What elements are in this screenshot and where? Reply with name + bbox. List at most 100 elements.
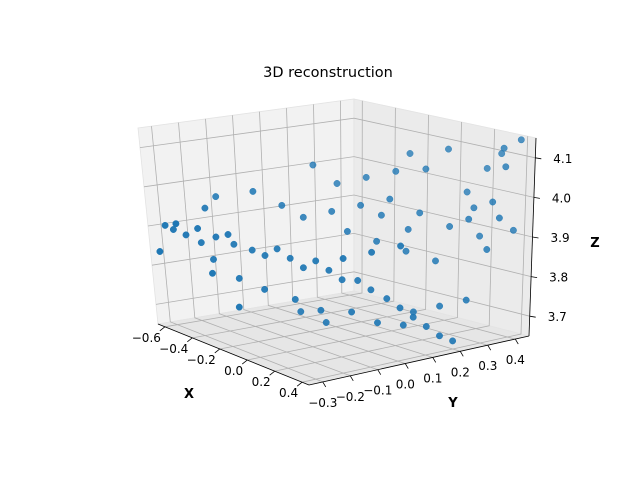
data-point (299, 264, 307, 272)
data-point (498, 150, 506, 158)
grid-line-y (340, 100, 516, 340)
data-point (362, 173, 370, 181)
grid-line-x (302, 136, 529, 383)
tick-labels: −0.6−0.4−0.20.00.20.4−0.3−0.2−0.1 0.0 0.1 0… (132, 152, 573, 410)
data-point (309, 161, 317, 169)
x-tick-mark (214, 348, 221, 354)
data-point (402, 247, 410, 255)
data-point (406, 150, 414, 157)
grid-line-x (247, 121, 462, 361)
data-point (235, 274, 243, 282)
grid-line-y (178, 122, 351, 377)
x-tick-label: 0.4 (279, 386, 298, 400)
z-tick-mark (532, 236, 539, 239)
z-tick-mark (529, 315, 536, 318)
grid-line-x (219, 114, 429, 350)
data-point (322, 319, 330, 326)
data-point (249, 187, 257, 195)
data-point (156, 248, 164, 255)
data-point (436, 332, 443, 340)
x-tick-mark (159, 326, 166, 332)
y-tick-mark (459, 351, 464, 357)
data-point (489, 198, 497, 206)
data-point (297, 308, 305, 316)
data-point (357, 201, 365, 209)
data-point (212, 233, 220, 241)
data-point (201, 204, 209, 212)
y-tick-mark (487, 344, 492, 351)
z-tick-label: 4.1 (553, 152, 572, 166)
data-point (273, 245, 281, 253)
data-point (449, 337, 457, 345)
grid-line-x (164, 100, 363, 328)
data-point (436, 302, 444, 310)
z-tick-label: 3.8 (549, 271, 568, 285)
data-point (392, 167, 400, 175)
y-tick-mark (514, 338, 519, 345)
x-tick-label: −0.4 (159, 342, 188, 356)
y-tick-label: 0.0 (396, 378, 415, 392)
data-point (224, 231, 232, 238)
y-axis-label: Y (447, 396, 458, 411)
data-point (343, 227, 351, 235)
data-point (502, 163, 510, 171)
data-point (328, 207, 336, 215)
grid-line-y (259, 111, 433, 358)
grid-line-y (232, 115, 406, 364)
chart-title: 3D reconstruction (263, 65, 393, 81)
grid-line-z (139, 117, 536, 159)
grid-line-z (143, 156, 534, 198)
data-point (368, 248, 376, 256)
grid-line-y (151, 126, 323, 383)
data-point (465, 215, 473, 223)
data-point (161, 221, 169, 229)
data-point (462, 296, 470, 304)
y-tick-mark (349, 375, 354, 382)
data-point (261, 285, 269, 293)
x-tick-label: 0.2 (252, 375, 271, 389)
grid-line-y (205, 118, 378, 371)
data-point (416, 209, 424, 217)
y-tick-label: −0.3 (308, 396, 337, 410)
data-point (248, 246, 256, 254)
data-point (422, 165, 430, 173)
data-point (404, 225, 412, 233)
y-tick-label: 0.4 (506, 353, 525, 367)
x-tick-mark (241, 359, 248, 365)
data-point (197, 239, 205, 247)
data-point (374, 319, 381, 327)
y-tick-mark (377, 369, 382, 375)
y-tick-mark (432, 357, 437, 363)
x-axis-line (157, 323, 310, 386)
z-tick-label: 4.0 (552, 191, 571, 205)
data-point (397, 242, 405, 250)
data-point (383, 295, 391, 303)
data-point (396, 304, 404, 312)
data-point (509, 226, 517, 234)
data-point (463, 188, 471, 196)
data-point (235, 303, 243, 311)
data-point (373, 237, 381, 245)
y-tick-label: 0.1 (423, 371, 442, 385)
data-point (432, 257, 439, 265)
data-point (399, 321, 407, 329)
grid-lines (139, 100, 536, 383)
x-tick-mark (187, 337, 193, 343)
z-tick-label: 3.7 (548, 310, 567, 324)
grid-line-x (274, 129, 495, 372)
data-point (194, 225, 202, 232)
z-tick-mark (535, 157, 542, 160)
x-tick-mark (269, 370, 275, 376)
data-point (377, 211, 385, 219)
y-tick-mark (404, 363, 409, 369)
data-point (476, 232, 484, 240)
x-tick-mark (296, 381, 303, 387)
data-point (182, 231, 190, 239)
y-tick-label: −0.1 (363, 384, 392, 398)
data-point (386, 195, 394, 203)
data-point (367, 286, 375, 294)
data-point (483, 246, 491, 253)
y-tick-label: 0.2 (451, 365, 470, 379)
